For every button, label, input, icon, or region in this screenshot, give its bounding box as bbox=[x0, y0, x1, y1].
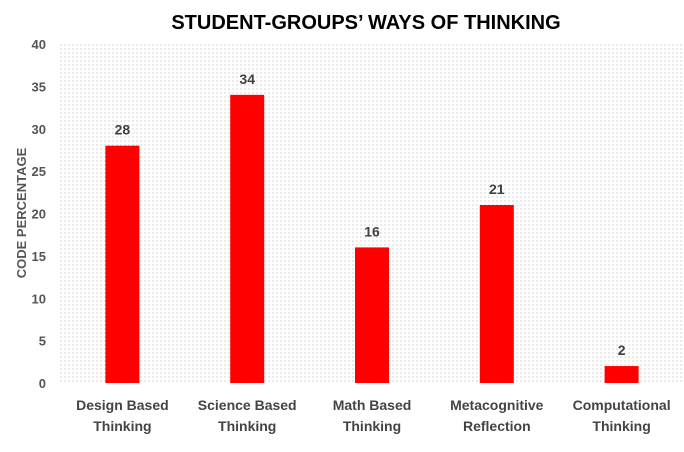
y-tick-label: 30 bbox=[32, 122, 46, 137]
y-tick-label: 5 bbox=[39, 334, 46, 349]
y-tick-label: 0 bbox=[39, 376, 46, 391]
x-tick-label: Science Based bbox=[198, 397, 297, 413]
bar[interactable] bbox=[479, 205, 514, 383]
bar[interactable] bbox=[230, 94, 265, 383]
y-tick-label: 20 bbox=[32, 207, 46, 222]
x-tick-label: Computational bbox=[573, 397, 671, 413]
y-axis-label: CODE PERCENTAGE bbox=[14, 147, 29, 278]
x-tick-label: Thinking bbox=[343, 418, 401, 434]
data-label: 34 bbox=[239, 71, 255, 87]
y-tick-label: 35 bbox=[32, 79, 46, 94]
x-tick-label: Thinking bbox=[93, 418, 151, 434]
data-label: 28 bbox=[115, 122, 131, 138]
bar[interactable] bbox=[105, 145, 140, 383]
chart-title: STUDENT-GROUPS’ WAYS OF THINKING bbox=[171, 12, 560, 34]
x-tick-label: Math Based bbox=[333, 397, 412, 413]
data-label: 21 bbox=[489, 181, 505, 197]
y-tick-label: 40 bbox=[32, 37, 46, 52]
plot-area: 0 5 10 15 20 25 30 35 40 28 Design Based Thinking 34… bbox=[32, 37, 684, 434]
x-tick-label: Design Based bbox=[76, 397, 169, 413]
y-tick-label: 15 bbox=[32, 249, 46, 264]
x-tick-label: Metacognitive bbox=[450, 397, 544, 413]
data-label: 16 bbox=[364, 223, 380, 239]
x-tick-label: Thinking bbox=[592, 418, 650, 434]
y-tick-label: 25 bbox=[32, 164, 46, 179]
data-label: 2 bbox=[618, 342, 626, 358]
x-tick-label: Thinking bbox=[218, 418, 276, 434]
bar[interactable] bbox=[355, 247, 389, 383]
x-tick-label: Reflection bbox=[463, 418, 531, 434]
bar[interactable] bbox=[604, 366, 639, 383]
y-tick-label: 10 bbox=[32, 291, 46, 306]
